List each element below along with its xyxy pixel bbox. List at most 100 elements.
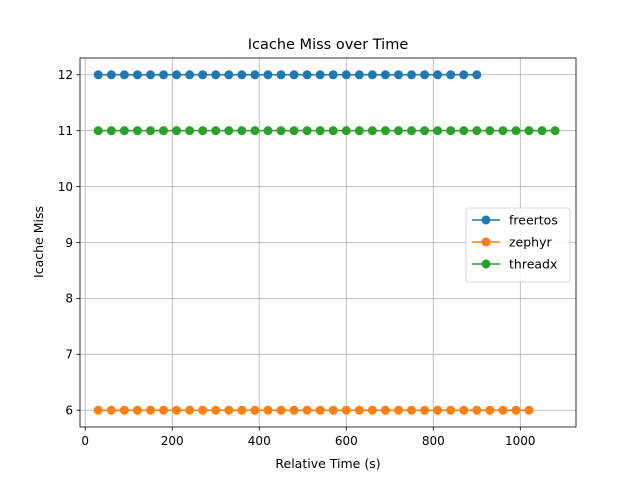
- data-point-zephyr: [407, 405, 417, 415]
- series-threadx: [93, 126, 560, 136]
- data-point-threadx: [315, 126, 325, 136]
- data-point-zephyr: [511, 405, 521, 415]
- data-point-threadx: [498, 126, 508, 136]
- data-point-zephyr: [106, 405, 116, 415]
- x-tick-label: 200: [161, 434, 184, 448]
- data-point-freertos: [393, 70, 403, 80]
- x-axis-label: Relative Time (s): [275, 456, 380, 471]
- data-point-freertos: [446, 70, 456, 80]
- data-point-threadx: [159, 126, 169, 136]
- data-point-threadx: [198, 126, 208, 136]
- data-point-freertos: [315, 70, 325, 80]
- data-point-zephyr: [185, 405, 195, 415]
- data-point-zephyr: [172, 405, 182, 415]
- data-point-threadx: [276, 126, 286, 136]
- data-point-threadx: [367, 126, 377, 136]
- data-point-zephyr: [276, 405, 286, 415]
- data-point-threadx: [446, 126, 456, 136]
- data-point-threadx: [524, 126, 534, 136]
- data-point-freertos: [302, 70, 312, 80]
- data-point-zephyr: [485, 405, 495, 415]
- data-point-threadx: [132, 126, 142, 136]
- data-point-freertos: [250, 70, 260, 80]
- data-point-freertos: [472, 70, 482, 80]
- series-zephyr: [93, 405, 534, 415]
- legend: freertos zephyr threadx: [465, 207, 571, 283]
- data-point-threadx: [328, 126, 338, 136]
- x-tick-label: 400: [248, 434, 271, 448]
- data-point-zephyr: [433, 405, 443, 415]
- legend-marker: [481, 237, 491, 247]
- y-tick-label: 10: [58, 180, 73, 194]
- data-point-freertos: [198, 70, 208, 80]
- data-point-zephyr: [341, 405, 351, 415]
- data-point-threadx: [93, 126, 103, 136]
- data-point-threadx: [185, 126, 195, 136]
- x-tick-label: 0: [81, 434, 89, 448]
- data-point-zephyr: [289, 405, 299, 415]
- data-point-freertos: [106, 70, 116, 80]
- x-tick-label: 800: [422, 434, 445, 448]
- data-point-freertos: [289, 70, 299, 80]
- data-point-freertos: [132, 70, 142, 80]
- data-point-freertos: [354, 70, 364, 80]
- data-point-threadx: [354, 126, 364, 136]
- data-point-zephyr: [159, 405, 169, 415]
- data-point-zephyr: [119, 405, 129, 415]
- data-point-freertos: [159, 70, 169, 80]
- x-tick-label: 1000: [505, 434, 536, 448]
- data-point-zephyr: [420, 405, 430, 415]
- data-point-zephyr: [315, 405, 325, 415]
- data-point-freertos: [407, 70, 417, 80]
- data-point-threadx: [224, 126, 234, 136]
- data-point-zephyr: [498, 405, 508, 415]
- data-point-freertos: [341, 70, 351, 80]
- data-point-freertos: [367, 70, 377, 80]
- data-point-zephyr: [198, 405, 208, 415]
- data-point-zephyr: [354, 405, 364, 415]
- data-point-threadx: [302, 126, 312, 136]
- data-point-freertos: [276, 70, 286, 80]
- data-point-zephyr: [250, 405, 260, 415]
- data-point-zephyr: [524, 405, 534, 415]
- data-point-threadx: [485, 126, 495, 136]
- data-point-zephyr: [211, 405, 221, 415]
- data-point-threadx: [211, 126, 221, 136]
- data-point-threadx: [511, 126, 521, 136]
- data-point-zephyr: [132, 405, 142, 415]
- data-point-zephyr: [328, 405, 338, 415]
- data-point-freertos: [145, 70, 155, 80]
- y-tick-label: 12: [58, 68, 73, 82]
- legend-marker: [481, 259, 491, 269]
- y-tick-label: 9: [65, 236, 73, 250]
- data-point-freertos: [263, 70, 273, 80]
- data-point-zephyr: [93, 405, 103, 415]
- data-point-freertos: [119, 70, 129, 80]
- data-point-zephyr: [393, 405, 403, 415]
- data-point-threadx: [250, 126, 260, 136]
- data-point-freertos: [237, 70, 247, 80]
- data-point-threadx: [145, 126, 155, 136]
- data-point-zephyr: [472, 405, 482, 415]
- data-point-threadx: [119, 126, 129, 136]
- data-point-threadx: [420, 126, 430, 136]
- data-point-freertos: [420, 70, 430, 80]
- series-layer: [93, 70, 560, 415]
- x-tick-label: 600: [335, 434, 358, 448]
- data-point-zephyr: [446, 405, 456, 415]
- data-point-freertos: [93, 70, 103, 80]
- data-point-threadx: [537, 126, 547, 136]
- y-axis-ticks: 6 7 8 9 10 11 12: [58, 68, 80, 418]
- data-point-freertos: [172, 70, 182, 80]
- data-point-freertos: [211, 70, 221, 80]
- data-point-freertos: [380, 70, 390, 80]
- series-freertos: [93, 70, 482, 80]
- y-tick-label: 8: [65, 292, 73, 306]
- legend-label: zephyr: [509, 235, 553, 250]
- legend-label: freertos: [509, 213, 558, 228]
- data-point-threadx: [472, 126, 482, 136]
- data-point-zephyr: [237, 405, 247, 415]
- data-point-threadx: [172, 126, 182, 136]
- data-point-threadx: [289, 126, 299, 136]
